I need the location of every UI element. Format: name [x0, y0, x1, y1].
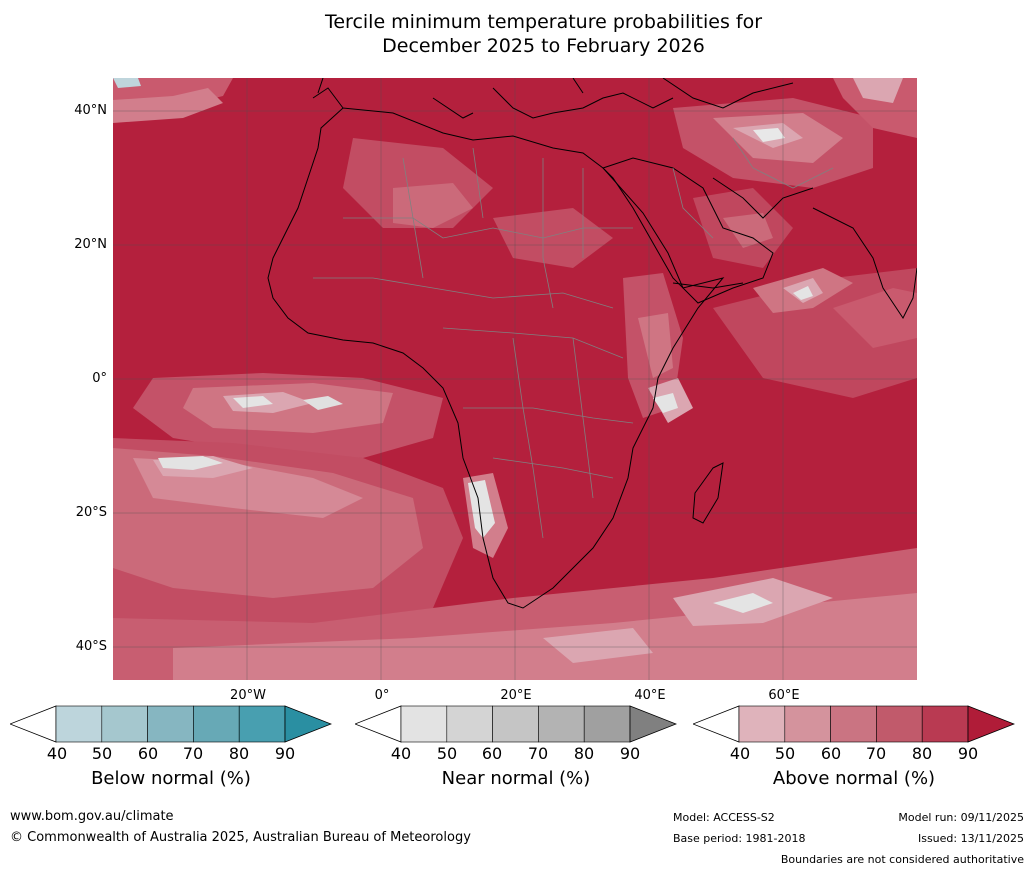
footer-copyright: © Commonwealth of Australia 2025, Austra…: [10, 830, 471, 845]
lat-label-20n: 20°N: [74, 237, 107, 252]
colorbar-segment: [921, 705, 969, 743]
footer-model: Model: ACCESS-S2: [673, 811, 775, 824]
cb-near-title: Near normal (%): [441, 768, 591, 789]
colorbar-segment: [55, 705, 103, 743]
cb-above-tick-80: 80: [911, 744, 933, 763]
cb-above-tick-90: 90: [957, 744, 979, 763]
colorbar-segment: [101, 705, 148, 743]
cb-below-tick-60: 60: [137, 744, 159, 763]
cb-near-tick-40: 40: [390, 744, 412, 763]
colorbar-arrow-low: [355, 705, 402, 743]
cb-above-tick-50: 50: [774, 744, 796, 763]
colorbar-segment: [400, 705, 448, 743]
country-borders: [313, 137, 834, 539]
lat-label-20s: 20°S: [75, 505, 107, 520]
cb-near-tick-50: 50: [436, 744, 458, 763]
lon-label-40e: 40°E: [634, 688, 666, 703]
colorbar-arrow-low: [10, 705, 57, 743]
colorbar-arrow-high: [967, 705, 1015, 743]
colorbar-segment: [238, 705, 286, 743]
footer-issued: Issued: 13/11/2025: [917, 832, 1024, 845]
map-canvas: [113, 78, 917, 680]
cb-near-tick-90: 90: [619, 744, 641, 763]
lon-label-20e: 20°E: [500, 688, 532, 703]
title-line-2: December 2025 to February 2026: [382, 35, 705, 57]
colorbar-segment: [784, 705, 831, 743]
colorbar-near: [355, 705, 677, 743]
cb-near-tick-80: 80: [573, 744, 595, 763]
cb-below-tick-70: 70: [182, 744, 204, 763]
cb-near-tick-70: 70: [527, 744, 549, 763]
footer-base-period: Base period: 1981-2018: [673, 832, 806, 845]
title-line-1: Tercile minimum temperature probabilitie…: [324, 11, 763, 33]
cb-above-tick-70: 70: [865, 744, 887, 763]
lat-label-0: 0°: [92, 371, 107, 386]
colorbar-arrow-low: [693, 705, 740, 743]
chart-title: Tercile minimum temperature probabilitie…: [0, 10, 1035, 58]
coastlines: [267, 78, 917, 609]
colorbar-segment: [492, 705, 539, 743]
colorbar-segment: [446, 705, 493, 743]
cb-above-tick-40: 40: [729, 744, 751, 763]
cb-above-title: Above normal (%): [772, 768, 936, 789]
colorbar-segment: [876, 705, 923, 743]
colorbar-arrow-high: [629, 705, 677, 743]
colorbar-above: [693, 705, 1015, 743]
footer-model-run: Model run: 09/11/2025: [898, 811, 1024, 824]
footer-url[interactable]: www.bom.gov.au/climate: [10, 809, 174, 824]
cb-below-tick-40: 40: [46, 744, 68, 763]
colorbar-segment: [193, 705, 240, 743]
footer-disclaimer: Boundaries are not considered authoritat…: [780, 853, 1024, 866]
colorbar-segment: [583, 705, 631, 743]
lat-label-40n: 40°N: [74, 103, 107, 118]
cb-near-tick-60: 60: [481, 744, 503, 763]
cb-below-title: Below normal (%): [91, 768, 251, 789]
lon-label-20w: 20°W: [230, 688, 266, 703]
colorbar-below: [10, 705, 332, 743]
graticule: [113, 78, 917, 680]
lon-label-0: 0°: [374, 688, 390, 703]
colorbar-segment: [538, 705, 585, 743]
cb-below-tick-90: 90: [274, 744, 296, 763]
colorbar-arrow-high: [284, 705, 332, 743]
lat-label-40s: 40°S: [75, 639, 107, 654]
cb-below-tick-50: 50: [91, 744, 113, 763]
colorbar-segment: [830, 705, 877, 743]
colorbar-segment: [738, 705, 786, 743]
probability-map: [113, 78, 917, 680]
lon-label-60e: 60°E: [768, 688, 800, 703]
cb-below-tick-80: 80: [228, 744, 250, 763]
colorbar-segment: [147, 705, 194, 743]
cb-above-tick-60: 60: [820, 744, 842, 763]
